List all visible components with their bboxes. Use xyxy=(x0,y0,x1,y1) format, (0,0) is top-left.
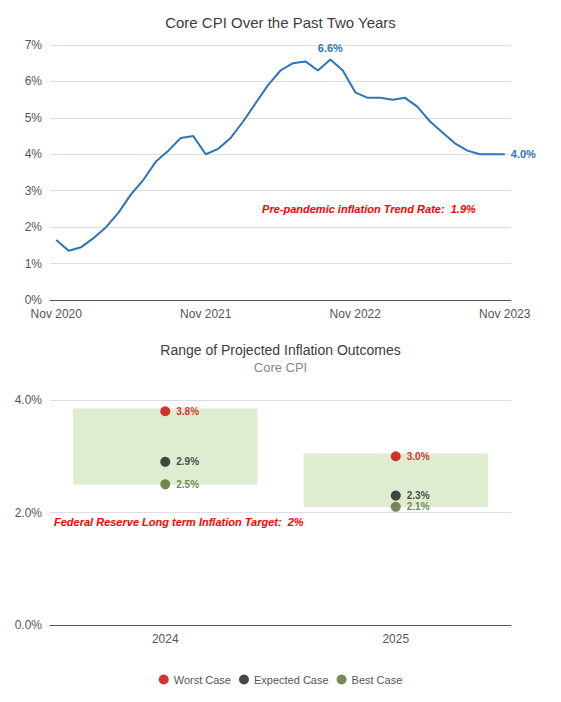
svg-text:5%: 5% xyxy=(25,111,43,125)
svg-text:Nov 2022: Nov 2022 xyxy=(330,307,382,321)
svg-text:Nov 2023: Nov 2023 xyxy=(479,307,531,321)
svg-text:2024: 2024 xyxy=(152,632,179,646)
svg-text:Best Case: Best Case xyxy=(352,674,403,686)
svg-text:Worst Case: Worst Case xyxy=(174,674,231,686)
svg-text:Range of Projected Inflation O: Range of Projected Inflation Outcomes xyxy=(160,342,400,358)
svg-text:6%: 6% xyxy=(25,74,43,88)
svg-text:Nov 2021: Nov 2021 xyxy=(180,307,232,321)
svg-text:4.0%: 4.0% xyxy=(15,393,43,407)
svg-text:Federal Reserve Long term Infl: Federal Reserve Long term Inflation Targ… xyxy=(54,516,304,528)
svg-text:3.8%: 3.8% xyxy=(176,406,199,417)
svg-text:Core CPI Over the Past Two Yea: Core CPI Over the Past Two Years xyxy=(165,14,396,31)
svg-text:2.3%: 2.3% xyxy=(407,490,430,501)
svg-text:2.0%: 2.0% xyxy=(15,506,43,520)
svg-text:3.0%: 3.0% xyxy=(407,451,430,462)
svg-text:2.9%: 2.9% xyxy=(176,456,199,467)
svg-text:2.1%: 2.1% xyxy=(407,501,430,512)
svg-text:2.5%: 2.5% xyxy=(176,479,199,490)
svg-text:Nov 2020: Nov 2020 xyxy=(31,307,83,321)
svg-text:2025: 2025 xyxy=(382,632,409,646)
svg-text:Core CPI: Core CPI xyxy=(254,360,307,375)
svg-text:6.6%: 6.6% xyxy=(318,42,343,54)
svg-text:0.0%: 0.0% xyxy=(15,618,43,632)
svg-text:0%: 0% xyxy=(25,293,43,307)
svg-text:2%: 2% xyxy=(25,220,43,234)
svg-text:1%: 1% xyxy=(25,257,43,271)
svg-text:Expected Case: Expected Case xyxy=(254,674,329,686)
svg-text:4.0%: 4.0% xyxy=(511,148,536,160)
svg-text:7%: 7% xyxy=(25,38,43,52)
svg-text:4%: 4% xyxy=(25,147,43,161)
svg-text:3%: 3% xyxy=(25,184,43,198)
svg-text:Pre-pandemic inflation Trend R: Pre-pandemic inflation Trend Rate: 1.9% xyxy=(262,203,476,215)
